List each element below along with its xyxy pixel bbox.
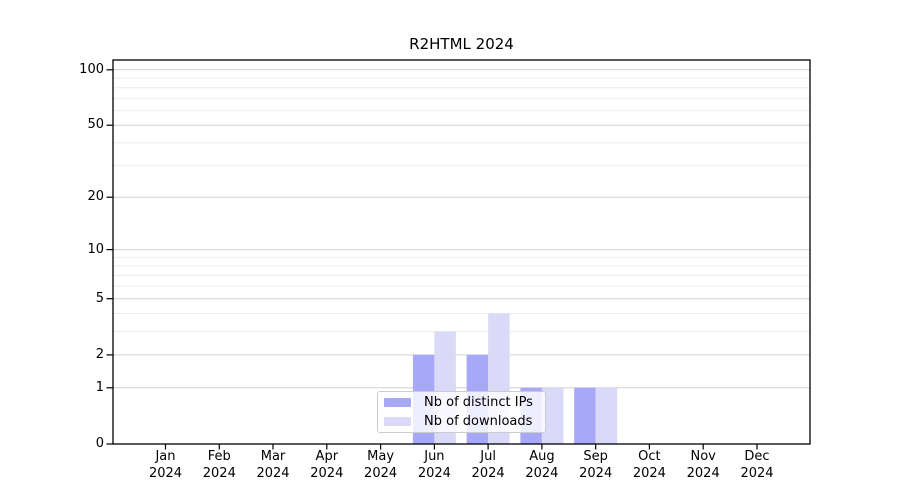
y-tick-label-0: 0 [95, 436, 104, 451]
bar-nb-of-downloads-sep [595, 387, 618, 444]
x-tick-label-aug: Aug 2024 [525, 449, 559, 481]
y-tick-label-1: 1 [95, 379, 104, 395]
x-tick-label-sep: Sep 2024 [579, 449, 613, 481]
legend: Nb of distinct IPs Nb of downloads [377, 391, 546, 433]
y-tick-label-20: 20 [87, 189, 104, 205]
x-tick-label-may: May 2024 [364, 449, 398, 481]
legend-item-distinct-ips: Nb of distinct IPs [384, 393, 545, 411]
legend-item-downloads: Nb of downloads [384, 413, 545, 431]
chart-title: R2HTML 2024 [409, 35, 514, 53]
bar-nb-of-downloads-aug [541, 387, 564, 444]
x-tick-label-apr: Apr 2024 [310, 449, 344, 481]
legend-swatch-distinct-ips [384, 397, 411, 407]
x-tick-label-feb: Feb 2024 [202, 449, 236, 481]
plot-border [112, 59, 811, 445]
x-tick-label-oct: Oct 2024 [632, 449, 666, 481]
y-tick-label-100: 100 [79, 61, 104, 77]
y-tick-label-50: 50 [87, 117, 104, 133]
x-tick-label-dec: Dec 2024 [740, 449, 774, 481]
bar-nb-of-distinct-ips-sep [574, 387, 596, 444]
legend-swatch-downloads [384, 417, 411, 427]
x-tick-label-nov: Nov 2024 [686, 449, 720, 481]
y-tick-label-2: 2 [95, 346, 104, 362]
y-tick-label-5: 5 [95, 290, 104, 306]
legend-label-distinct-ips: Nb of distinct IPs [424, 394, 533, 410]
legend-label-downloads: Nb of downloads [424, 414, 533, 430]
x-tick-label-mar: Mar 2024 [256, 449, 290, 481]
y-tick-label-10: 10 [87, 241, 104, 257]
x-tick-label-jul: Jul 2024 [471, 449, 505, 481]
x-tick-label-jan: Jan 2024 [148, 449, 183, 481]
x-tick-label-jun: Jun 2024 [417, 449, 451, 481]
